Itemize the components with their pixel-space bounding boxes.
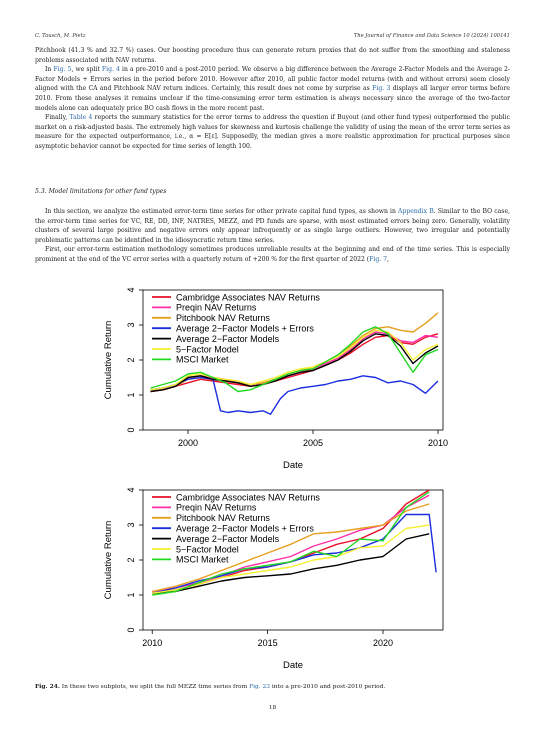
fig-3-link[interactable]: Fig. 3 — [372, 85, 391, 93]
y-tick-label: 3 — [126, 522, 136, 527]
legend-entry: Pitchbook NAV Returns — [176, 313, 270, 323]
y-tick-label: 3 — [126, 322, 136, 327]
fig-5-link[interactable]: Fig. 5 — [53, 66, 72, 74]
section-heading: 5.3. Model limitations for other fund ty… — [35, 188, 167, 195]
x-tick-label: 2000 — [178, 438, 198, 448]
table-4-link[interactable]: Table 4 — [69, 114, 93, 122]
x-tick-label: 2005 — [303, 438, 323, 448]
series-line — [152, 491, 430, 596]
paragraph-2: In Fig. 5, we split Fig. 4 in a pre-2010… — [35, 66, 510, 112]
legend-entry: Average 2−Factor Models — [176, 334, 280, 344]
appendix-b-link[interactable]: Appendix B — [398, 208, 434, 215]
legend-entry: Average 2−Factor Models + Errors — [176, 324, 314, 334]
running-header-authors: C. Tausch, M. Pietz — [35, 33, 86, 39]
legend-entry: 5−Factor Model — [176, 344, 239, 354]
legend-entry: MSCI Market — [176, 555, 229, 565]
legend-entry: Cambridge Associates NAV Returns — [176, 292, 320, 302]
x-tick-label: 2020 — [373, 638, 393, 648]
legend-entry: 5−Factor Model — [176, 544, 239, 554]
series-line — [152, 524, 430, 594]
chart-pre-2010: 0 1 2 3 4 2000 2005 2010 Date Cumulative Return Ca… — [103, 287, 448, 471]
legend-entry: Cambridge Associates NAV Returns — [176, 492, 320, 502]
legend-entry: Preqin NAV Returns — [176, 503, 257, 513]
fig-4-link[interactable]: Fig. 4 — [101, 66, 120, 74]
figure-caption: Fig. 24. In these two subplots, we split… — [35, 683, 386, 690]
y-axis-label: Cumulative Return — [103, 321, 114, 400]
y-tick-label: 1 — [126, 592, 136, 597]
series-line — [150, 329, 439, 391]
page-number: 18 — [268, 705, 277, 711]
x-tick-label: 2015 — [258, 638, 278, 648]
fig-23-link[interactable]: Fig. 23 — [249, 684, 271, 690]
paragraph-3: Finally, Table 4 reports the summary sta… — [35, 114, 510, 150]
body-top: Pitchbook (41.3 % and 32.7 %) cases. Our… — [35, 46, 510, 152]
y-axis-label: Cumulative Return — [103, 521, 114, 600]
running-header-journal: The Journal of Finance and Data Science … — [353, 33, 510, 39]
y-tick-label: 2 — [126, 357, 136, 362]
series-line — [152, 533, 430, 594]
y-tick-label: 1 — [126, 392, 136, 397]
y-tick-label: 0 — [126, 427, 136, 432]
body-section: In this section, we analyze the estimate… — [35, 207, 510, 265]
x-axis-label: Date — [283, 660, 303, 671]
y-tick-label: 2 — [126, 557, 136, 562]
x-tick-label: 2010 — [428, 438, 448, 448]
fig-7-link[interactable]: Fig. 7 — [369, 255, 387, 263]
y-tick-label: 4 — [126, 487, 136, 492]
paragraph-1: Pitchbook (41.3 % and 32.7 %) cases. Our… — [35, 47, 510, 64]
series-line — [150, 326, 439, 393]
legend-entry: Pitchbook NAV Returns — [176, 513, 270, 523]
x-axis-label: Date — [283, 460, 303, 471]
chart-post-2010: 0 1 2 3 4 2010 2015 2020 Date Cumulative Return Ca… — [103, 487, 444, 671]
legend-entry: Average 2−Factor Models — [176, 534, 280, 544]
y-tick-label: 4 — [126, 287, 136, 292]
y-tick-label: 0 — [126, 627, 136, 632]
paragraph-5: First, our error-term estimation methodo… — [35, 246, 510, 263]
legend-entry: Preqin NAV Returns — [176, 303, 257, 313]
legend-entry: MSCI Market — [176, 355, 229, 365]
legend-entry: Average 2−Factor Models + Errors — [176, 524, 314, 534]
series-line — [152, 513, 437, 594]
paragraph-4: In this section, we analyze the estimate… — [35, 208, 510, 244]
series-line — [152, 503, 430, 593]
x-tick-label: 2010 — [142, 638, 162, 648]
series-line — [150, 375, 439, 416]
